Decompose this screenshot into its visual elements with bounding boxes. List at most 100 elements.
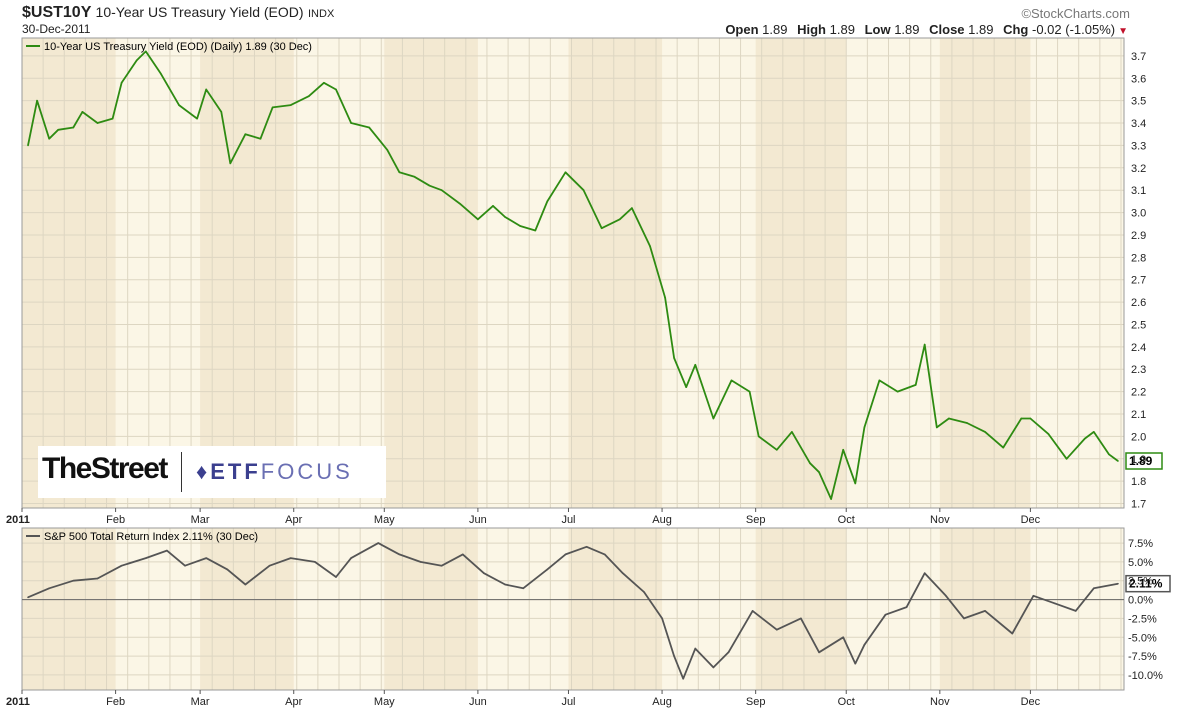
price-panel-month-bands: [22, 38, 1124, 508]
data-point: [673, 357, 675, 359]
data-point: [350, 122, 352, 124]
high-label: High: [797, 22, 826, 37]
data-point: [335, 576, 337, 578]
data-point: [564, 171, 567, 174]
close-value: 1.89: [968, 22, 994, 37]
data-point: [546, 200, 549, 203]
data-point: [244, 583, 247, 586]
data-point: [271, 106, 274, 109]
data-point: [854, 662, 857, 665]
x-tick-label: Feb: [106, 696, 125, 708]
y-tick-label: 2.2: [1131, 387, 1146, 399]
chart-title: $UST10Y 10-Year US Treasury Yield (EOD) …: [22, 4, 334, 22]
last-value-box: [1125, 574, 1171, 593]
data-point: [694, 647, 697, 650]
price-panel-y-ticks: 3.7 3.6 3.5 3.4 3.3 3.2 3.1 3.0 2.9 2.8 2.7 2.6 2.5 2…: [1131, 51, 1146, 511]
data-point: [519, 225, 521, 227]
data-point: [854, 482, 857, 485]
x-tick-label: Aug: [652, 514, 672, 526]
data-point: [631, 207, 633, 209]
data-point: [923, 343, 926, 346]
data-point: [350, 557, 352, 559]
spx-legend: S&P 500 Total Return Index 2.11% (30 Dec…: [44, 531, 258, 543]
last-value-label: 2.11%: [1129, 577, 1163, 591]
data-point: [673, 655, 675, 657]
month-band: [755, 528, 847, 690]
data-point: [196, 117, 198, 120]
spx-series: 2.11%: [27, 542, 1171, 680]
data-point: [582, 189, 585, 191]
last-value-box: [1125, 452, 1163, 470]
x-tick-label: Dec: [1021, 514, 1041, 526]
y-tick-label: 5.0%: [1128, 557, 1153, 569]
y-tick-label: 2.9: [1131, 230, 1146, 242]
month-band: [939, 38, 1031, 508]
y-tick-label: 2.6: [1131, 297, 1146, 309]
data-point: [842, 449, 845, 451]
x-tick-label: Sep: [746, 696, 766, 708]
y-tick-label: 3.1: [1131, 185, 1146, 197]
x-tick-label: Nov: [930, 696, 950, 708]
x-tick-label: Sep: [746, 514, 766, 526]
symbol: $UST10Y: [22, 4, 92, 21]
x-tick-label: May: [374, 514, 395, 526]
month-band: [22, 38, 116, 508]
data-point: [135, 59, 138, 62]
x-tick-label: Dec: [1021, 696, 1041, 708]
data-point: [398, 171, 401, 174]
data-point: [1117, 460, 1119, 462]
data-point: [712, 417, 715, 420]
open-value: 1.89: [762, 22, 788, 37]
indicator-panel-x-ticks: 2011 Feb Mar Apr May Jun Jul Aug Sep Oct Nov Dec: [6, 690, 1041, 708]
data-point: [1065, 457, 1068, 460]
symbol-description: 10-Year US Treasury Yield (EOD): [95, 4, 304, 20]
data-point: [966, 422, 968, 424]
data-point: [96, 122, 99, 124]
x-tick-label: 2011: [6, 514, 30, 526]
data-point: [923, 572, 926, 575]
data-point: [984, 431, 986, 433]
data-point: [603, 553, 606, 556]
x-tick-label: Jul: [561, 514, 575, 526]
y-tick-label: 2.0: [1131, 431, 1146, 443]
data-point: [1117, 582, 1119, 585]
data-point: [144, 557, 147, 559]
data-point: [81, 111, 84, 113]
data-point: [335, 88, 337, 91]
y-tick-label: 2.1: [1131, 409, 1146, 421]
chart-date: 30-Dec-2011: [22, 22, 91, 36]
month-band: [568, 38, 663, 508]
month-band: [200, 38, 294, 508]
data-point: [72, 579, 75, 582]
etf-focus-logo-light: FOCUS: [260, 459, 353, 484]
y-tick-label: 1.8: [1131, 476, 1146, 488]
data-point: [830, 498, 832, 500]
data-point: [622, 572, 624, 575]
data-point: [205, 88, 207, 91]
data-point: [618, 218, 621, 221]
data-point: [289, 557, 292, 559]
data-point: [178, 104, 180, 106]
x-tick-label: 2011: [6, 696, 30, 708]
data-point: [226, 568, 229, 571]
data-point: [1074, 610, 1077, 612]
data-point: [757, 435, 760, 438]
etf-focus-logo-bold: ETF: [210, 459, 261, 484]
data-point: [413, 175, 416, 178]
indicator-panel-month-bands: [22, 528, 1124, 690]
data-point: [905, 606, 908, 608]
close-label: Close: [929, 22, 965, 37]
month-band: [200, 528, 294, 690]
data-point: [27, 144, 29, 147]
data-point: [1020, 417, 1023, 420]
low-value: 1.89: [894, 22, 920, 37]
x-tick-label: Jul: [561, 696, 575, 708]
data-point: [96, 577, 99, 580]
data-point: [220, 111, 223, 113]
y-tick-label: 3.5: [1131, 96, 1146, 108]
ohlc-readout: Open 1.89 High 1.89 Low 1.89 Close 1.89 …: [719, 22, 1128, 37]
low-label: Low: [864, 22, 891, 37]
data-point: [727, 651, 730, 654]
x-tick-label: Oct: [838, 514, 855, 526]
x-tick-label: Jun: [469, 514, 487, 526]
